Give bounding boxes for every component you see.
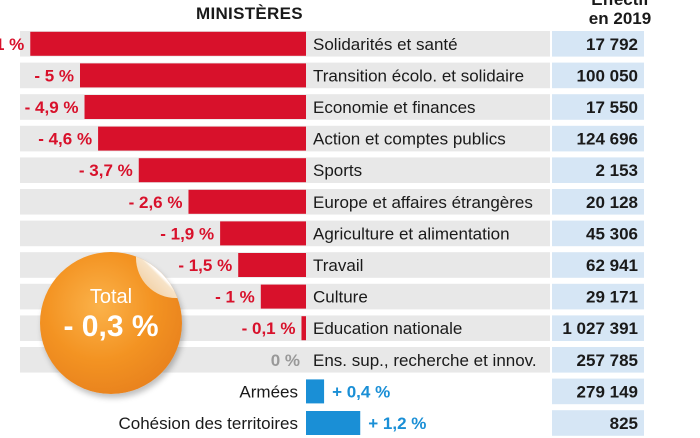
bar bbox=[98, 126, 306, 151]
value-label: - 4,9 % bbox=[25, 98, 79, 117]
headcount-cell bbox=[552, 220, 644, 247]
value-label: - 1 % bbox=[215, 288, 255, 307]
category-label: Transition écolo. et solidaire bbox=[313, 66, 524, 85]
bar bbox=[80, 63, 306, 88]
bar bbox=[260, 284, 306, 309]
headcount-value: 2 153 bbox=[595, 161, 638, 180]
bar bbox=[84, 95, 307, 119]
headcount-value: 124 696 bbox=[577, 130, 638, 149]
value-label: 0 % bbox=[271, 351, 300, 370]
value-label: - 1,5 % bbox=[178, 256, 232, 275]
value-label: - 3,7 % bbox=[79, 161, 133, 180]
headcount-cell bbox=[552, 410, 644, 436]
category-label: Sports bbox=[313, 161, 362, 180]
headcount-cell bbox=[552, 94, 644, 120]
headcount-cell bbox=[552, 189, 644, 215]
headcount-value: 29 171 bbox=[586, 288, 638, 307]
headcount-value: 45 306 bbox=[586, 224, 638, 243]
category-label: Ens. sup., recherche et innov. bbox=[313, 351, 537, 370]
bar bbox=[306, 411, 361, 435]
category-label: Cohésion des territoires bbox=[118, 414, 298, 433]
headcount-cell bbox=[552, 62, 644, 89]
bar bbox=[306, 379, 325, 404]
headcount-cell bbox=[552, 252, 644, 278]
category-label: Education nationale bbox=[313, 319, 462, 338]
ministries-column-header: MINISTÈRES bbox=[196, 4, 303, 23]
category-label: Culture bbox=[313, 288, 368, 307]
value-label: - 5 % bbox=[34, 66, 74, 85]
headcount-value: 100 050 bbox=[577, 66, 638, 85]
total-badge: Total - 0,3 % bbox=[40, 252, 182, 394]
bar bbox=[188, 189, 306, 214]
headcount-value: 62 941 bbox=[586, 256, 638, 275]
value-label: - 1,9 % bbox=[160, 224, 214, 243]
bar bbox=[238, 253, 306, 277]
headcount-value: 1 027 391 bbox=[562, 319, 638, 338]
value-label: - 2,6 % bbox=[129, 193, 183, 212]
total-label: Total bbox=[89, 286, 133, 308]
value-label: - 6,1 % bbox=[0, 35, 24, 54]
value-label: + 1,2 % bbox=[368, 414, 426, 433]
category-label: Europe et affaires étrangères bbox=[313, 193, 533, 212]
headcount-column-header-line2: en 2019 bbox=[588, 9, 652, 28]
headcount-cell bbox=[552, 125, 644, 152]
category-label: Armées bbox=[239, 382, 298, 401]
category-label: Travail bbox=[313, 256, 363, 275]
headcount-value: 17 792 bbox=[586, 35, 638, 54]
value-label: - 0,1 % bbox=[242, 319, 296, 338]
headcount-cell bbox=[552, 157, 644, 183]
headcount-value: 257 785 bbox=[577, 351, 638, 370]
headcount-cell bbox=[552, 378, 644, 405]
value-label: - 4,6 % bbox=[38, 130, 92, 149]
category-label: Economie et finances bbox=[313, 98, 476, 117]
value-label: + 0,4 % bbox=[332, 382, 390, 401]
headcount-value: 279 149 bbox=[577, 382, 638, 401]
bar bbox=[138, 158, 306, 183]
headcount-value: 17 550 bbox=[586, 98, 638, 117]
bar bbox=[220, 221, 306, 246]
headcount-value: 20 128 bbox=[586, 193, 638, 212]
bar bbox=[30, 31, 307, 56]
bar bbox=[301, 316, 306, 341]
headcount-cell bbox=[552, 347, 644, 373]
total-value: - 0,3 % bbox=[63, 310, 159, 343]
headcount-cell bbox=[552, 31, 644, 57]
category-label: Action et comptes publics bbox=[313, 130, 506, 149]
headcount-column-header-line1: Effectif bbox=[560, 0, 680, 10]
headcount-cell bbox=[552, 315, 644, 341]
category-label: Agriculture et alimentation bbox=[313, 224, 510, 243]
headcount-cell bbox=[552, 283, 644, 310]
headcount-value: 825 bbox=[610, 414, 638, 433]
category-label: Solidarités et santé bbox=[313, 35, 458, 54]
